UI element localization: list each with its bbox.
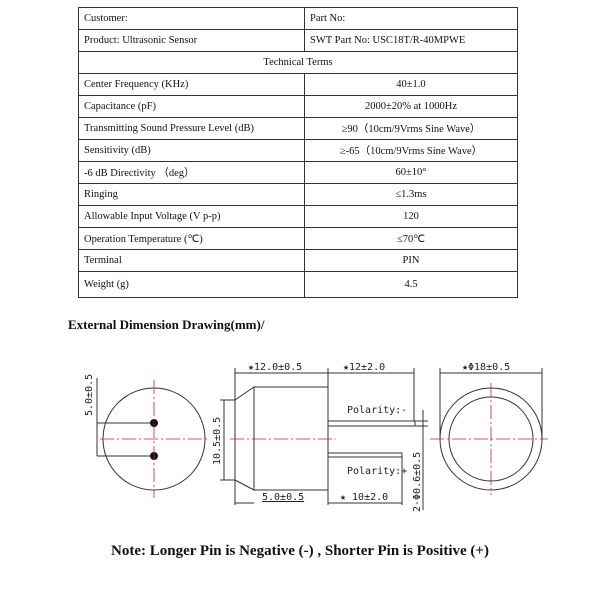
spec-value: 4.5 xyxy=(304,271,518,298)
drawing-heading: External Dimension Drawing(mm)/ xyxy=(68,317,265,332)
polarity-negative: Polarity:- xyxy=(347,405,407,416)
dim-body-length: ★12.0±0.5 xyxy=(248,362,302,373)
dim-front-height: 10.5±0.5 xyxy=(212,417,223,465)
dim-diameter: ★Φ18±0.5 xyxy=(462,362,510,373)
dim-taper: 5.0±0.5 xyxy=(262,492,304,503)
dim-pin-diameter: 2-Φ0.6±0.5 xyxy=(412,452,423,512)
polarity-positive: Polarity:+ xyxy=(347,466,407,477)
polarity-note: Note: Longer Pin is Negative (-) , Short… xyxy=(111,543,489,559)
dim-pin-short: ★ 10±2.0 xyxy=(340,492,388,503)
spec-table: Customer: Part No: Product: Ultrasonic Se… xyxy=(78,7,518,298)
body-side xyxy=(253,386,329,491)
pin-dot xyxy=(150,419,158,427)
pin-negative xyxy=(327,420,416,427)
dim-pin-long: ★12±2.0 xyxy=(343,362,385,373)
center-lines xyxy=(100,380,548,498)
pin-positive xyxy=(327,452,403,458)
dim-pin-spacing: 5.0±0.5 xyxy=(84,374,95,416)
spec-label: Weight (g) xyxy=(78,271,305,298)
